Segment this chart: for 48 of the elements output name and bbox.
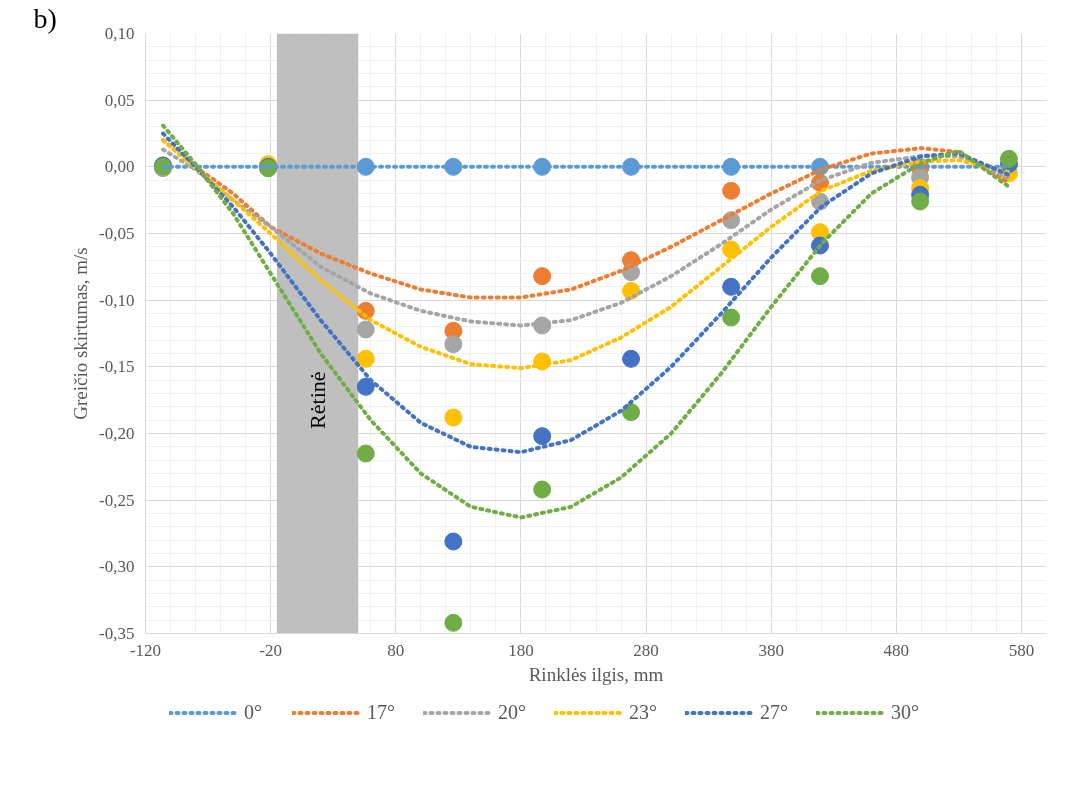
point: [533, 480, 552, 499]
x-tick-label: 380: [758, 640, 784, 660]
x-tick-label: 480: [883, 640, 910, 660]
point: [444, 532, 463, 551]
point: [444, 335, 463, 354]
x-axis-title: Rinklės ilgis, mm: [528, 663, 664, 685]
x-tick-label: -120: [129, 640, 162, 660]
point: [722, 277, 741, 296]
legend-label: 23°: [629, 700, 657, 724]
line-series: [161, 123, 1011, 520]
point: [444, 408, 463, 427]
x-tick-label: 180: [508, 640, 534, 660]
x-tick-label: 580: [1008, 640, 1035, 660]
y-tick-label: -0,05: [99, 224, 135, 243]
y-tick-label: -0,30: [99, 557, 135, 577]
x-tick-label: -20: [259, 640, 282, 660]
legend-label: 20°: [498, 700, 526, 724]
y-tick-label: 0,05: [104, 90, 135, 110]
point: [356, 377, 375, 396]
legend-label: 27°: [760, 700, 788, 724]
point: [444, 613, 463, 632]
point: [811, 267, 829, 286]
y-tick-label: 0,10: [104, 24, 135, 43]
y-axis-title: Greičio skirtumas, m/s: [70, 247, 92, 420]
y-tick-label: -0,20: [99, 424, 135, 443]
y-tick-label: -0,15: [99, 357, 135, 377]
point: [722, 308, 741, 327]
point: [999, 149, 1018, 168]
point: [722, 181, 741, 200]
y-tick-label: -0,35: [99, 624, 135, 643]
point: [911, 192, 930, 211]
legend-label: 30°: [891, 700, 919, 724]
point: [356, 444, 375, 463]
band-label: Rėtinė: [305, 371, 331, 429]
x-tick-label: 280: [633, 640, 659, 660]
point: [533, 427, 552, 446]
point: [533, 267, 552, 286]
legend-label: 0°: [244, 700, 263, 724]
y-tick-label: -0,10: [99, 290, 135, 310]
text: b): [33, 2, 57, 34]
point: [356, 349, 375, 368]
point: [622, 349, 641, 368]
point: [356, 320, 375, 339]
y-tick-label: 0,00: [104, 157, 135, 177]
point: [622, 403, 641, 422]
x-tick-label: 80: [387, 640, 405, 660]
y-tick-label: -0,25: [99, 490, 135, 510]
legend-label: 17°: [367, 700, 395, 724]
